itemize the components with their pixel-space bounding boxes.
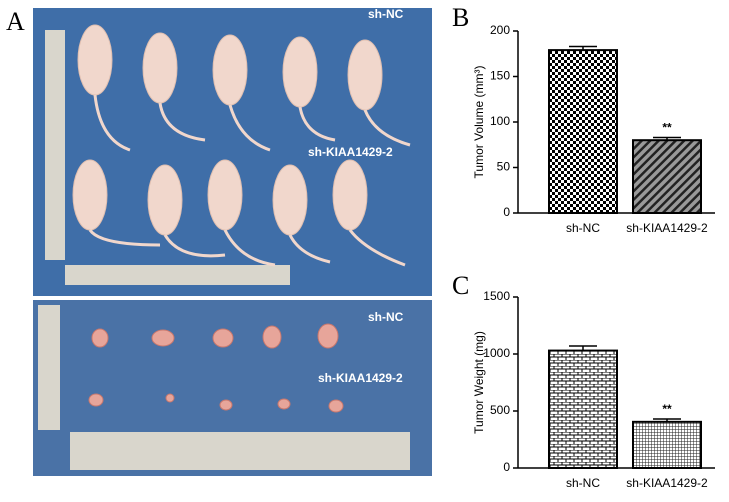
y-tick-label: 200 xyxy=(490,23,510,37)
panel-label: C xyxy=(452,271,469,300)
y-tick-label: 100 xyxy=(490,114,510,128)
mice xyxy=(72,24,383,236)
y-tick-label: 500 xyxy=(490,403,510,417)
bar xyxy=(632,420,702,469)
x-tick-label: sh-NC xyxy=(566,476,600,490)
photo-label: sh-KIAA1429-2 xyxy=(318,371,403,385)
x-tick-label: sh-NC xyxy=(566,221,600,235)
photo-label: sh-NC xyxy=(368,7,404,21)
y-tick-label: 0 xyxy=(503,460,510,474)
y-tick-label: 0 xyxy=(503,205,510,219)
bar xyxy=(548,49,618,214)
ruler xyxy=(65,265,290,285)
ruler xyxy=(38,305,60,430)
photo-label: sh-KIAA1429-2 xyxy=(308,145,393,159)
ruler xyxy=(45,30,65,260)
bar xyxy=(632,139,702,214)
y-tick-label: 50 xyxy=(497,160,511,174)
y-tick-label: 1500 xyxy=(483,289,510,303)
significance: ** xyxy=(662,402,672,416)
panel-label: B xyxy=(452,3,469,32)
photo-panel: sh-NC sh-KIAA1429-2 sh-NC sh-KIAA1429-2 xyxy=(33,7,432,476)
ruler xyxy=(70,432,410,470)
y-axis-label: Tumor Weight (mg) xyxy=(472,331,486,434)
tumors xyxy=(88,323,344,413)
x-tick-label: sh-KIAA1429-2 xyxy=(626,476,708,490)
x-tick-label: sh-KIAA1429-2 xyxy=(626,221,708,235)
y-tick-label: 1000 xyxy=(483,346,510,360)
bar xyxy=(548,349,618,469)
tails xyxy=(88,94,411,267)
y-tick-label: 150 xyxy=(490,69,510,83)
panel-label: A xyxy=(6,7,25,36)
y-axis-label: Tumor Volume (mm³) xyxy=(472,66,486,179)
photo-label: sh-NC xyxy=(368,310,404,324)
significance: ** xyxy=(662,121,672,135)
